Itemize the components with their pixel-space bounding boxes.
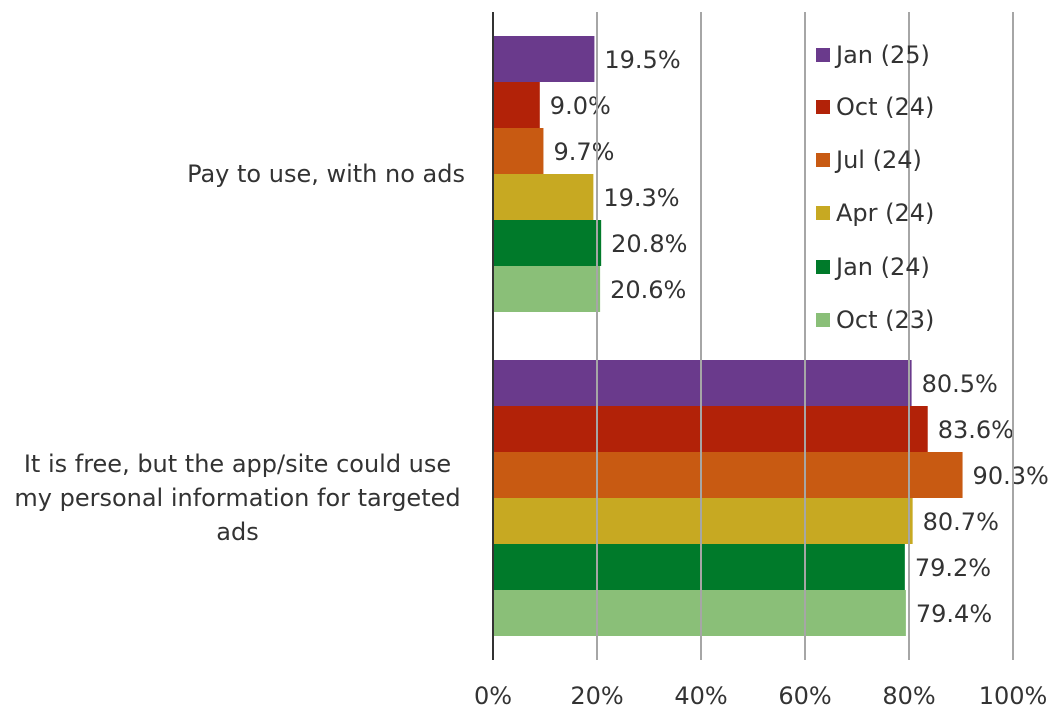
bar [493, 36, 595, 82]
legend-swatch [816, 260, 830, 274]
data-label: 19.5% [604, 46, 680, 74]
data-label: 80.5% [922, 370, 998, 398]
legend-label: Oct (24) [836, 93, 934, 121]
data-label: 80.7% [923, 508, 999, 536]
bar [493, 590, 906, 636]
x-tick-label: 80% [882, 682, 935, 710]
legend-label: Jul (24) [834, 146, 922, 174]
data-label: 79.2% [915, 554, 991, 582]
bar [493, 128, 544, 174]
x-tick-label: 0% [474, 682, 512, 710]
x-tick-label: 100% [979, 682, 1048, 710]
bar [493, 82, 540, 128]
data-label: 9.7% [553, 138, 614, 166]
data-label: 20.6% [610, 276, 686, 304]
bar [493, 174, 594, 220]
bar [493, 266, 601, 312]
legend-swatch [816, 48, 830, 62]
legend-label: Apr (24) [836, 199, 934, 227]
x-tick-label: 20% [570, 682, 623, 710]
legend-swatch [816, 313, 830, 327]
bar [493, 498, 913, 544]
legend-label: Jan (25) [834, 41, 930, 69]
legend-swatch [816, 100, 830, 114]
bar [493, 452, 963, 498]
legend-label: Jan (24) [834, 253, 930, 281]
bar [493, 406, 928, 452]
legend-swatch [816, 153, 830, 167]
data-label: 90.3% [973, 462, 1049, 490]
data-label: 9.0% [550, 92, 611, 120]
data-label: 83.6% [938, 416, 1014, 444]
x-tick-label: 40% [674, 682, 727, 710]
category-text: Pay to use, with no ads [187, 160, 465, 188]
x-tick-label: 60% [778, 682, 831, 710]
bar [493, 220, 602, 266]
bar [493, 544, 905, 590]
category-text: It is free, but the app/site could use m… [14, 450, 461, 546]
category-label: Pay to use, with no ads [5, 36, 465, 312]
data-label: 20.8% [611, 230, 687, 258]
legend-label: Oct (23) [836, 306, 934, 334]
data-label: 79.4% [916, 600, 992, 628]
category-label: It is free, but the app/site could use m… [5, 360, 465, 636]
data-label: 19.3% [603, 184, 679, 212]
legend-swatch [816, 206, 830, 220]
bar [493, 360, 912, 406]
